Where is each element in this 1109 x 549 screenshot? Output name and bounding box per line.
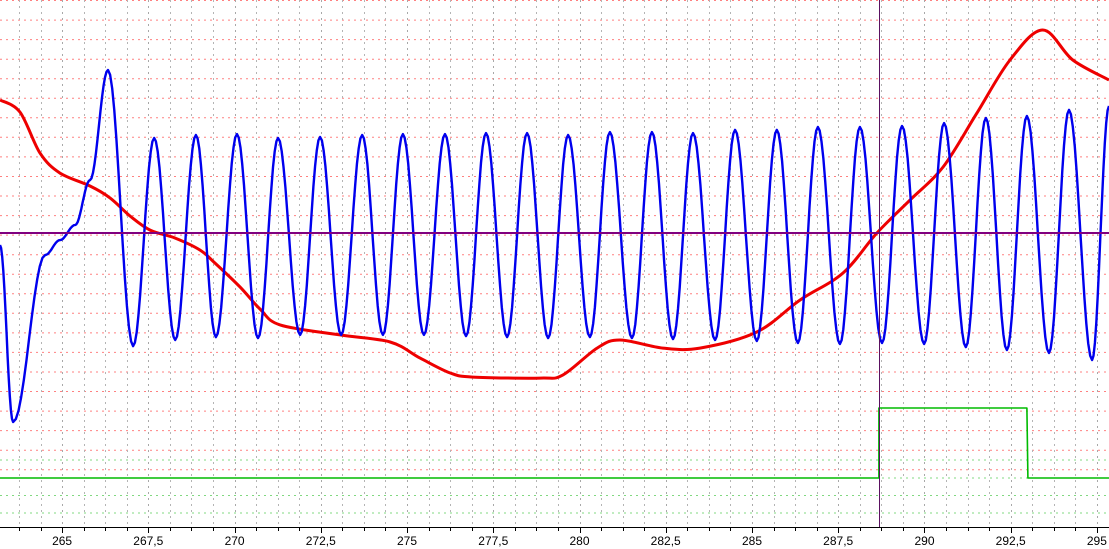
x-tick-label: 270 bbox=[225, 534, 245, 548]
x-tick-label: 282,5 bbox=[651, 534, 681, 548]
x-tick-label: 287,5 bbox=[823, 534, 853, 548]
x-tick-label: 280 bbox=[569, 534, 589, 548]
x-tick-label: 275 bbox=[397, 534, 417, 548]
x-tick-label: 295 bbox=[1087, 534, 1107, 548]
x-tick-label: 290 bbox=[914, 534, 934, 548]
x-tick-label: 285 bbox=[742, 534, 762, 548]
grid bbox=[0, 0, 1109, 527]
x-tick-label: 277,5 bbox=[478, 534, 508, 548]
x-tick-label: 272,5 bbox=[306, 534, 336, 548]
green-series-line bbox=[0, 407, 1109, 479]
x-axis: 265 267,5 270 272,5 275 277,5 280 282,5 285 287,5… bbox=[0, 527, 1109, 548]
series-layer bbox=[0, 28, 1109, 479]
x-tick-label: 292,5 bbox=[996, 534, 1026, 548]
x-tick-label: 265 bbox=[52, 534, 72, 548]
blue-series-line bbox=[0, 68, 1109, 424]
red-series-line bbox=[0, 28, 1109, 380]
x-tick-label: 267,5 bbox=[133, 534, 163, 548]
